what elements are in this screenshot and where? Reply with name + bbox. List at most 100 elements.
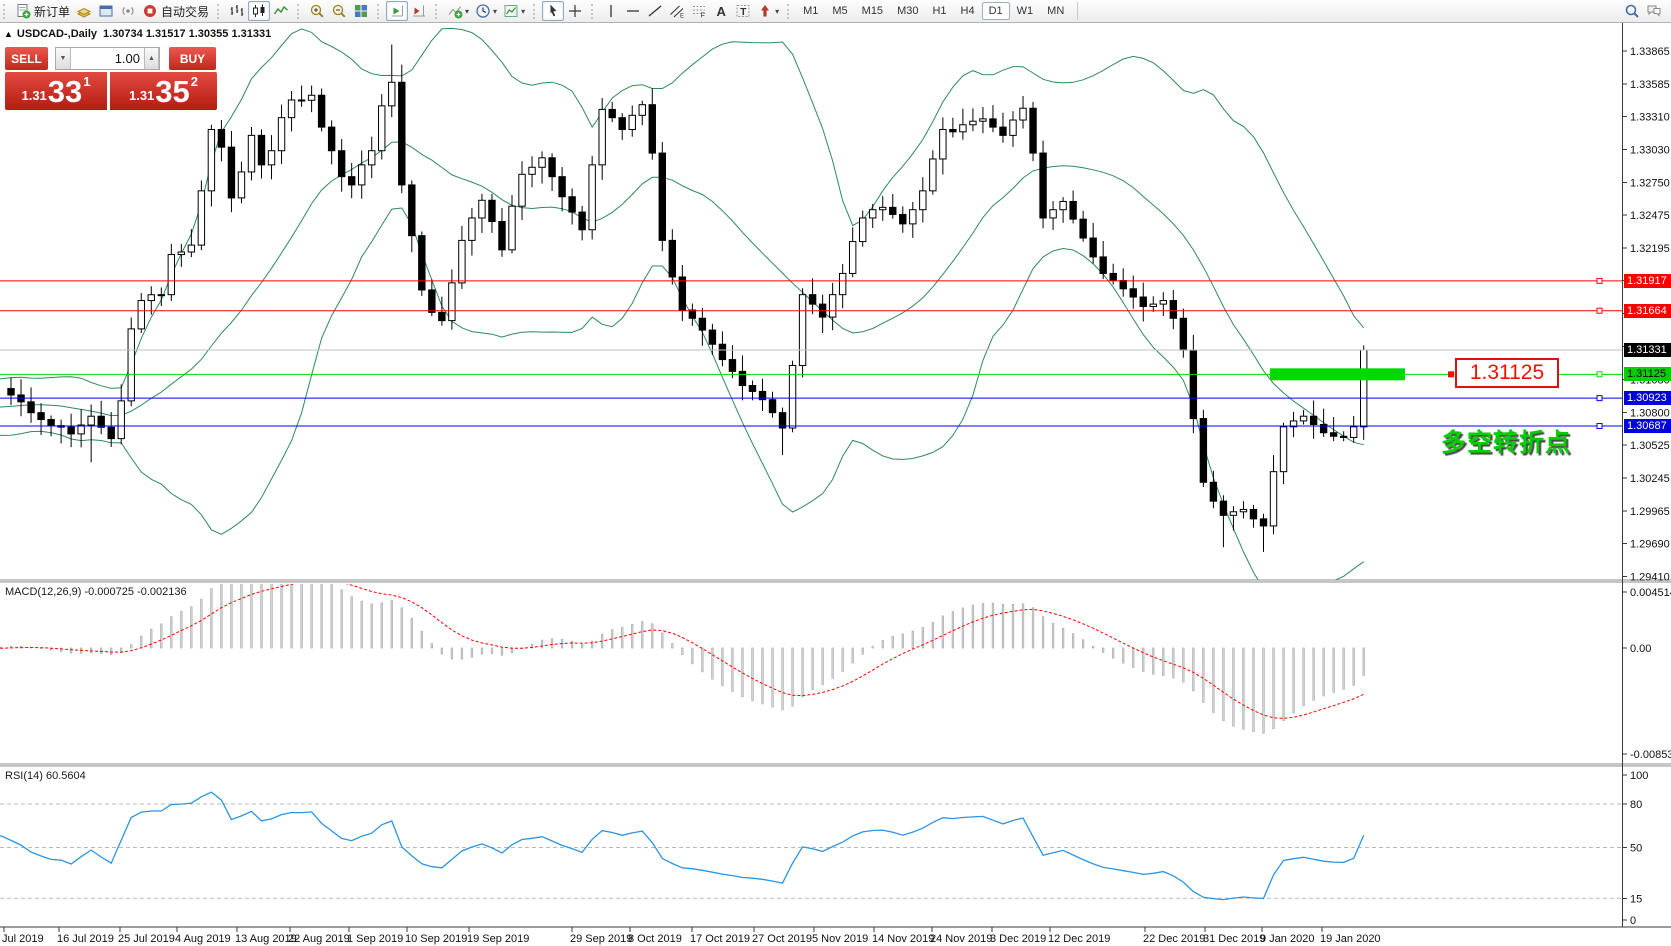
macd-histogram-bar [1212, 647, 1215, 713]
volume-decrease-button[interactable]: ▼ [56, 48, 71, 69]
buy-price-display[interactable]: 1.31 35 2 [110, 72, 217, 110]
bar-chart-icon[interactable] [226, 1, 248, 21]
turning-point-annotation[interactable]: 多空转折点 [1441, 429, 1572, 457]
macd-histogram-bar [540, 639, 544, 649]
fibonacci-icon[interactable]: F [688, 1, 710, 21]
volume-stepper: ▼ ▲ [55, 47, 160, 70]
axis-tick-label: 5 Nov 2019 [812, 933, 868, 945]
axis-tick-label: 1.32475 [1630, 210, 1670, 222]
macd-histogram-bar [1272, 647, 1275, 730]
chat-icon[interactable] [1643, 1, 1665, 21]
text-object-anchor[interactable] [1448, 371, 1454, 378]
equidistant-channel-icon[interactable]: E [666, 1, 688, 21]
timeframe-button-m5[interactable]: M5 [832, 5, 848, 17]
axis-tick-label: 8 Oct 2019 [628, 933, 682, 945]
macd-histogram-bar [921, 627, 924, 649]
timeframe-button-d1[interactable]: D1 [981, 2, 1010, 20]
periods-button[interactable]: ▾ [472, 1, 500, 21]
timeframe-button-w1[interactable]: W1 [1016, 5, 1034, 17]
signals-icon[interactable] [117, 1, 139, 21]
symbol-period-label: USDCAD-,Daily [16, 28, 97, 40]
volume-increase-button[interactable]: ▲ [144, 48, 159, 69]
templates-button[interactable]: ▾ [500, 1, 528, 21]
macd-histogram-bar [130, 644, 133, 649]
search-icon[interactable] [1621, 1, 1643, 21]
horizontal-line-icon[interactable] [622, 1, 644, 21]
zoom-out-icon[interactable] [328, 1, 350, 21]
macd-histogram-bar [621, 626, 624, 649]
axis-tick-label: 9 Jan 2020 [1260, 933, 1314, 945]
toolbar-separator [1077, 2, 1079, 20]
timeframe-button-h1[interactable]: H1 [932, 5, 947, 17]
timeframe-button-mn[interactable]: MN [1047, 5, 1065, 17]
sell-button[interactable]: SELL [5, 47, 48, 70]
macd-signal-line [0, 584, 1364, 719]
zoom-in-icon [310, 4, 324, 18]
axis-tick-label: 22 Dec 2019 [1143, 933, 1205, 945]
timeframe-button-m30[interactable]: M30 [897, 5, 919, 17]
macd-histogram-bar [220, 584, 223, 649]
macd-histogram-bar [580, 643, 584, 649]
equidistant-channel-icon: E [670, 5, 684, 19]
green-rectangle-object[interactable] [1270, 368, 1405, 381]
line-handle[interactable] [1596, 423, 1603, 430]
price-callout-box[interactable]: 1.31125 [1455, 358, 1559, 389]
axis-tick-label: 1.32195 [1630, 243, 1670, 255]
toolbar-group: ▾ ▾ ▾ [432, 0, 530, 22]
macd-histogram-bar [1342, 647, 1345, 690]
line-price-axis-label: 1.30687 [1624, 419, 1671, 433]
chat-icon [1647, 5, 1661, 17]
macd-histogram-bar [1051, 623, 1055, 649]
macd-histogram-bar [1092, 645, 1095, 649]
chart-shift-icon[interactable] [408, 1, 430, 21]
zoom-in-icon[interactable] [306, 1, 328, 21]
tile-windows-icon[interactable] [350, 1, 372, 21]
fibonacci-icon: F [693, 6, 706, 19]
crosshair-icon[interactable] [564, 1, 586, 21]
text-label-icon[interactable]: T [732, 1, 754, 21]
arrows-icon[interactable]: ▾ [754, 1, 782, 21]
macd-histogram-bar [861, 647, 864, 655]
macd-histogram-bar [1162, 647, 1165, 677]
trendline-icon[interactable] [644, 1, 666, 21]
chart-title: ▲ USDCAD-,Daily 1.30734 1.31517 1.30355 1.… [4, 28, 271, 40]
axis-tick-label: 1.30245 [1630, 473, 1670, 485]
indicators-button[interactable]: ▾ [444, 1, 472, 21]
buy-button[interactable]: BUY [169, 47, 216, 70]
macd-histogram-bar [140, 635, 143, 649]
macd-histogram-bar [550, 638, 554, 649]
new-order-button[interactable]: 新订单 [12, 1, 73, 21]
vertical-line-icon[interactable] [600, 1, 622, 21]
line-handle[interactable] [1596, 307, 1603, 314]
candlestick-chart-icon[interactable] [248, 1, 271, 21]
macd-indicator-label: MACD(12,26,9) -0.000725 -0.002136 [5, 586, 187, 598]
auto-scroll-icon[interactable] [386, 1, 409, 21]
line-handle[interactable] [1596, 277, 1603, 284]
macd-histogram-bar [661, 632, 664, 649]
macd-histogram-bar [1172, 647, 1175, 679]
auto-trading-button[interactable]: 自动交易 [139, 1, 212, 21]
timeframe-button-m15[interactable]: M15 [861, 5, 884, 17]
text-icon[interactable]: A [710, 1, 732, 21]
sell-price-display[interactable]: 1.31 33 1 [5, 72, 107, 110]
line-handle[interactable] [1596, 371, 1603, 378]
text-icon: A [717, 4, 727, 19]
volume-input[interactable] [71, 48, 144, 69]
line-handle[interactable] [1596, 395, 1603, 402]
macd-histogram-bar [901, 633, 904, 649]
line-price-axis-label: 1.30923 [1624, 391, 1671, 406]
macd-histogram-bar [851, 647, 854, 664]
auto-scroll-icon [391, 5, 404, 17]
marketwatch-icon[interactable] [73, 1, 95, 21]
timeframe-button-h4[interactable]: H4 [960, 5, 975, 17]
axis-tick-label: 1.32750 [1630, 178, 1670, 190]
chart-profiles-icon[interactable] [95, 1, 117, 21]
vertical-line-icon [610, 5, 612, 17]
timeframe-button-m1[interactable]: M1 [803, 5, 819, 17]
macd-histogram-bar [1061, 627, 1065, 649]
line-chart-icon[interactable] [270, 1, 292, 21]
horizontal-line-icon [627, 10, 640, 12]
axis-tick-label: 80 [1630, 799, 1642, 811]
axis-tick-label: 12 Dec 2019 [1048, 933, 1110, 945]
cursor-icon[interactable] [542, 1, 565, 21]
